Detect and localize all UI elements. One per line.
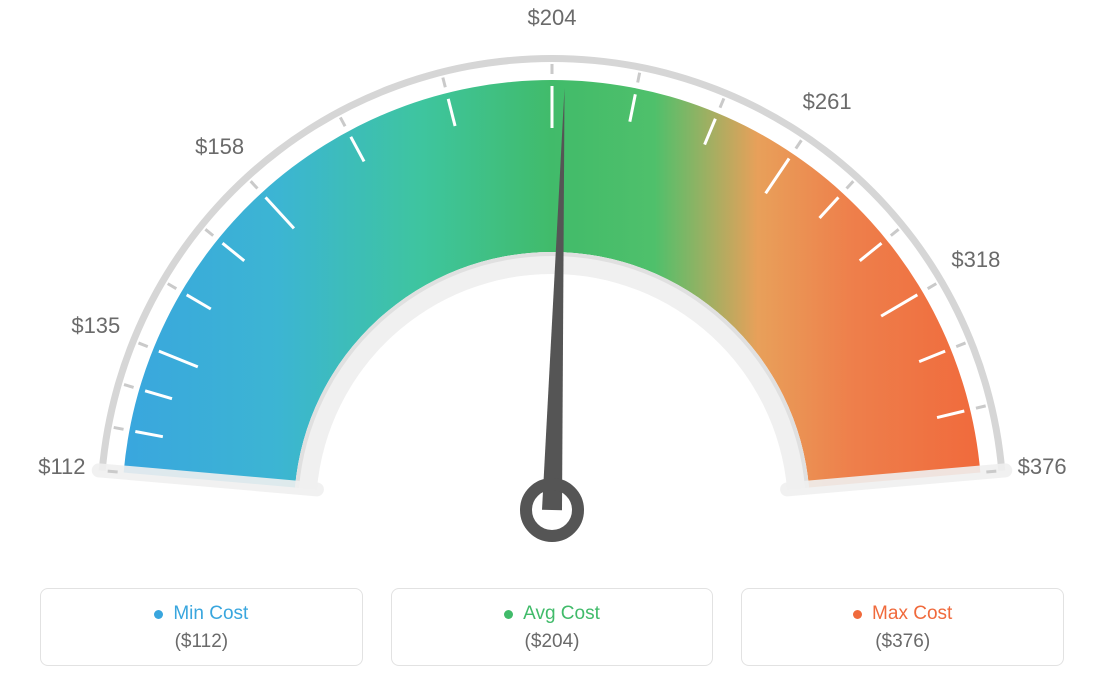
dot-icon-min	[154, 610, 163, 619]
card-min-title: Min Cost	[154, 603, 248, 625]
card-max-label: Max Cost	[872, 603, 952, 625]
card-min: Min Cost ($112)	[40, 588, 363, 666]
dot-icon-max	[853, 610, 862, 619]
legend-cards: Min Cost ($112) Avg Cost ($204) Max Cost…	[40, 588, 1064, 666]
card-max-title: Max Cost	[853, 603, 952, 625]
gauge-tick-label: $158	[195, 134, 244, 160]
gauge-tick-label: $261	[803, 89, 852, 115]
card-avg-label: Avg Cost	[523, 603, 600, 625]
gauge-chart: $112 $135 $158 $204 $261 $318 $376	[0, 0, 1104, 560]
card-avg-value: ($204)	[392, 631, 713, 653]
dot-icon-avg	[504, 610, 513, 619]
gauge-tick-label: $376	[1018, 454, 1067, 480]
gauge-tick-label: $318	[951, 247, 1000, 273]
card-min-value: ($112)	[41, 631, 362, 653]
gauge-svg	[0, 0, 1104, 560]
gauge-tick-label: $112	[38, 454, 85, 480]
card-max-value: ($376)	[742, 631, 1063, 653]
card-max: Max Cost ($376)	[741, 588, 1064, 666]
gauge-tick-label: $135	[71, 313, 120, 339]
gauge-tick-label: $204	[528, 5, 577, 31]
card-min-label: Min Cost	[173, 603, 248, 625]
card-avg: Avg Cost ($204)	[391, 588, 714, 666]
card-avg-title: Avg Cost	[504, 603, 600, 625]
